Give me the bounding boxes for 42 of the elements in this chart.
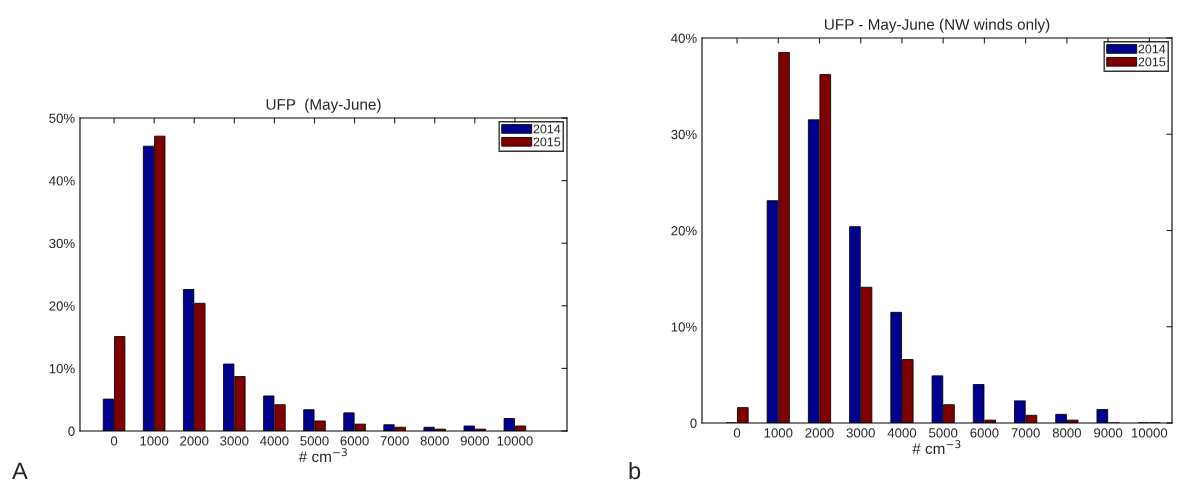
x-tick-label: 10000	[497, 436, 533, 446]
x-tick-label: 1000	[140, 436, 169, 446]
y-tick-label: 30%	[49, 238, 75, 249]
x-tick-label: 0	[110, 436, 118, 446]
x-tick-label: 8000	[1052, 428, 1082, 438]
x-tick-label: 6000	[970, 428, 999, 438]
x-tick-label: 10000	[1131, 428, 1168, 438]
text: b	[629, 461, 641, 480]
x-tick-label: 3000	[846, 428, 875, 438]
y-tick-label: 0	[690, 418, 697, 428]
x-tick-label: 9000	[460, 436, 489, 446]
chart-title: UFP - May-June (NW winds only)	[824, 18, 1050, 33]
x-tick-label: 4000	[887, 428, 917, 438]
x-tick-label: 9000	[1094, 428, 1123, 438]
x-tick-label: 2000	[805, 428, 834, 438]
x-axis-title: # cm$^{−3}$	[298, 448, 347, 463]
x-axis-title: # cm$^{−3}$	[912, 440, 961, 455]
x-tick-label: 8000	[420, 436, 449, 446]
x-tick-label: 5000	[300, 436, 329, 446]
y-tick-label: 10%	[671, 322, 697, 332]
legend-label: 2014	[1138, 44, 1166, 54]
x-tick-label: 7000	[1011, 428, 1040, 438]
x-tick-label: 0	[733, 428, 741, 438]
x-tick-label: 5000	[929, 428, 958, 438]
y-tick-label: 50%	[49, 113, 75, 123]
legend-label: 2015	[1138, 57, 1166, 67]
y-tick-label: 10%	[49, 363, 75, 374]
x-tick-label: 2000	[180, 436, 209, 446]
x-tick-label: 1000	[764, 428, 793, 438]
y-tick-label: 20%	[49, 301, 75, 311]
legend-label: 2014	[533, 124, 561, 134]
x-tick-label: 4000	[260, 436, 289, 446]
legend-label: 2015	[533, 137, 561, 147]
x-tick-label: 3000	[220, 436, 249, 446]
chart-title: UFP (May-June)	[266, 98, 381, 113]
x-tick-label: 6000	[340, 436, 369, 446]
y-tick-label: 30%	[671, 129, 697, 140]
y-tick-label: 20%	[671, 226, 697, 236]
y-tick-label: 40%	[49, 176, 75, 186]
y-tick-label: 40%	[671, 33, 697, 43]
text: A	[12, 462, 28, 479]
x-tick-label: 7000	[380, 436, 409, 446]
